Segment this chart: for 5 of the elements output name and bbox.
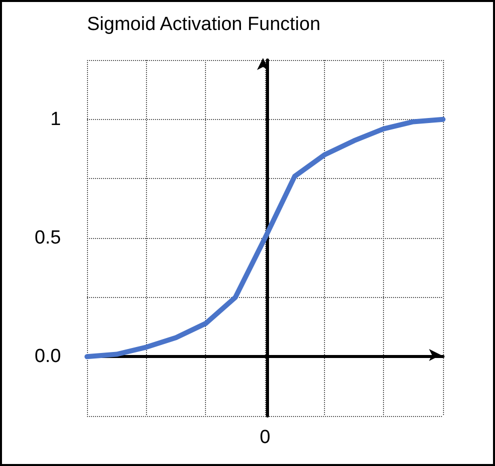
y-tick-label: 1 bbox=[50, 108, 61, 130]
x-tick-label: 0 bbox=[260, 427, 270, 448]
chart-title: Sigmoid Activation Function bbox=[87, 14, 320, 35]
y-tick-label: 0.5 bbox=[34, 228, 61, 248]
y-tick-label: 0.0 bbox=[34, 346, 61, 368]
